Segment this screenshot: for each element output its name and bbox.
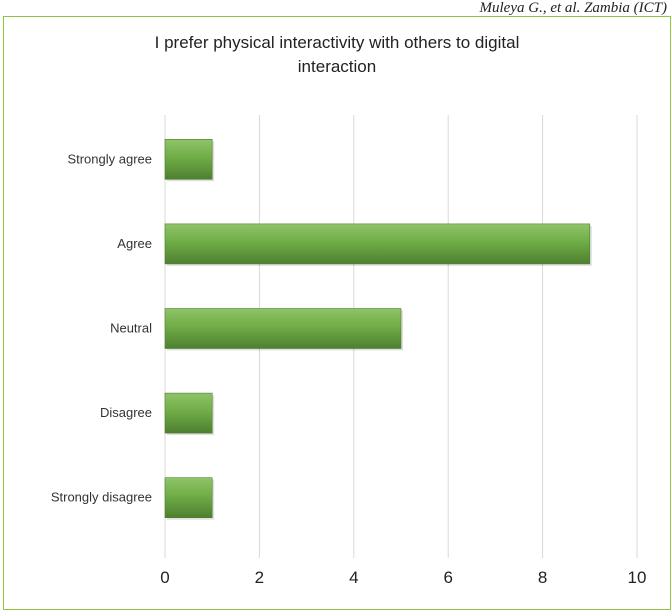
bar-disagree [164, 392, 213, 434]
x-tick-label: 4 [349, 568, 358, 587]
chart-title: I prefer physical interactivity with oth… [4, 31, 670, 79]
chart-title-line-2: interaction [297, 57, 377, 76]
bar-chart: Strongly agree Agree Neutral Disagree Strong… [51, 115, 646, 587]
bar-neutral [164, 308, 402, 349]
category-label: Strongly agree [67, 151, 152, 166]
chart-title-line-1: I prefer physical interactivity with oth… [154, 33, 520, 52]
bar-strongly-agree [164, 139, 213, 180]
x-tick-label: 2 [255, 568, 264, 587]
chart-frame: I prefer physical interactivity with oth… [3, 16, 671, 610]
category-label: Agree [117, 236, 152, 251]
category-label: Strongly disagree [51, 490, 152, 505]
bar-strongly-disagree [164, 477, 213, 519]
category-label: Neutral [110, 321, 152, 336]
category-label: Disagree [100, 405, 152, 420]
category-labels: Strongly agree Agree Neutral Disagree Strong… [51, 151, 152, 504]
x-tick-label: 6 [443, 568, 452, 587]
x-tick-label: 0 [160, 568, 169, 587]
header-citation: Muleya G., et al. Zambia (ICT) [479, 0, 667, 16]
x-tick-labels: 0 2 4 6 8 10 [160, 568, 646, 587]
bars [164, 139, 592, 520]
bar-agree [164, 223, 591, 265]
x-tick-label: 8 [538, 568, 547, 587]
x-tick-label: 10 [628, 568, 647, 587]
